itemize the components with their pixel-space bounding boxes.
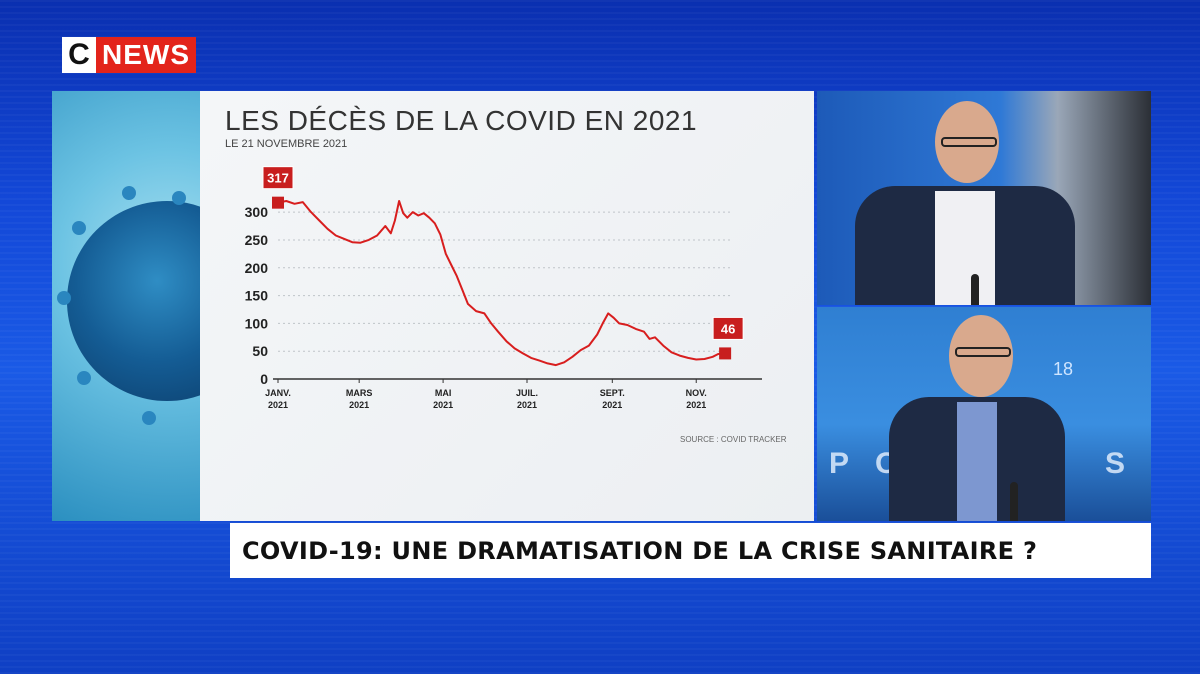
virus-spike bbox=[77, 371, 91, 385]
x-tick-year: 2021 bbox=[602, 400, 622, 410]
data-point-marker bbox=[272, 196, 284, 209]
x-tick-year: 2021 bbox=[433, 400, 453, 410]
virus-spike bbox=[172, 191, 186, 205]
y-tick-label: 250 bbox=[245, 232, 269, 248]
x-tick-year: 2021 bbox=[349, 400, 369, 410]
virus-spike bbox=[122, 186, 136, 200]
glasses-icon bbox=[955, 347, 1011, 357]
x-tick-year: 2021 bbox=[268, 400, 288, 410]
headline-text: COVID-19: UNE DRAMATISATION DE LA CRISE … bbox=[242, 536, 1038, 565]
virus-spike bbox=[57, 291, 71, 305]
guest-bottom-shirt bbox=[957, 402, 997, 521]
chart-svg: 0 50 100 150 200 250 300 JANV. 2021 MARS 2021 MAI 20… bbox=[245, 166, 762, 410]
x-tick-label: NOV. bbox=[686, 388, 707, 398]
x-tick-label: JANV. bbox=[265, 388, 291, 398]
studio-screen-letter: P bbox=[829, 447, 850, 480]
x-tick-label: MARS bbox=[346, 388, 373, 398]
data-point-marker bbox=[719, 347, 732, 360]
x-tick-label: JUIL. bbox=[516, 388, 538, 398]
y-tick-label: 300 bbox=[245, 204, 269, 220]
y-tick-label: 150 bbox=[245, 288, 269, 304]
logo-c: C bbox=[62, 37, 96, 73]
y-tick-label: 100 bbox=[245, 315, 269, 331]
x-tick-year: 2021 bbox=[686, 400, 706, 410]
camera-feed-bottom: 18 P O S bbox=[817, 307, 1151, 521]
data-label: 46 bbox=[721, 321, 735, 336]
microphone-icon bbox=[971, 274, 979, 305]
logo-news: NEWS bbox=[96, 37, 196, 73]
virus-illustration bbox=[52, 91, 200, 521]
studio-screen-number: 18 bbox=[1053, 359, 1074, 379]
data-label: 317 bbox=[267, 171, 289, 186]
series-line bbox=[277, 200, 726, 367]
chart-title: LES DÉCÈS DE LA COVID EN 2021 bbox=[225, 105, 698, 136]
guest-top-head bbox=[935, 101, 999, 183]
glasses-icon bbox=[941, 137, 997, 147]
data-label-box bbox=[712, 316, 744, 340]
virus-spike bbox=[72, 221, 86, 235]
channel-logo: C NEWS bbox=[62, 37, 196, 73]
chart-panel: LES DÉCÈS DE LA COVID EN 2021 LE 21 NOVE… bbox=[200, 91, 814, 521]
y-tick-label: 0 bbox=[260, 371, 268, 387]
microphone-icon bbox=[1010, 482, 1018, 521]
x-tick-label: SEPT. bbox=[600, 388, 625, 398]
chart-subtitle: LE 21 NOVEMBRE 2021 bbox=[225, 138, 348, 150]
camera-feed-top bbox=[817, 91, 1151, 305]
x-tick-year: 2021 bbox=[517, 400, 537, 410]
x-tick-label: MAI bbox=[435, 388, 452, 398]
y-tick-label: 50 bbox=[252, 343, 268, 359]
chart-source: SOURCE : COVID TRACKER bbox=[680, 435, 787, 444]
studio-screen-letter: S bbox=[1105, 447, 1126, 480]
virus-spike bbox=[142, 411, 156, 425]
headline-banner: COVID-19: UNE DRAMATISATION DE LA CRISE … bbox=[230, 523, 1151, 578]
y-tick-label: 200 bbox=[245, 260, 269, 276]
guest-top-shirt bbox=[935, 191, 995, 305]
data-label-box bbox=[262, 166, 294, 190]
